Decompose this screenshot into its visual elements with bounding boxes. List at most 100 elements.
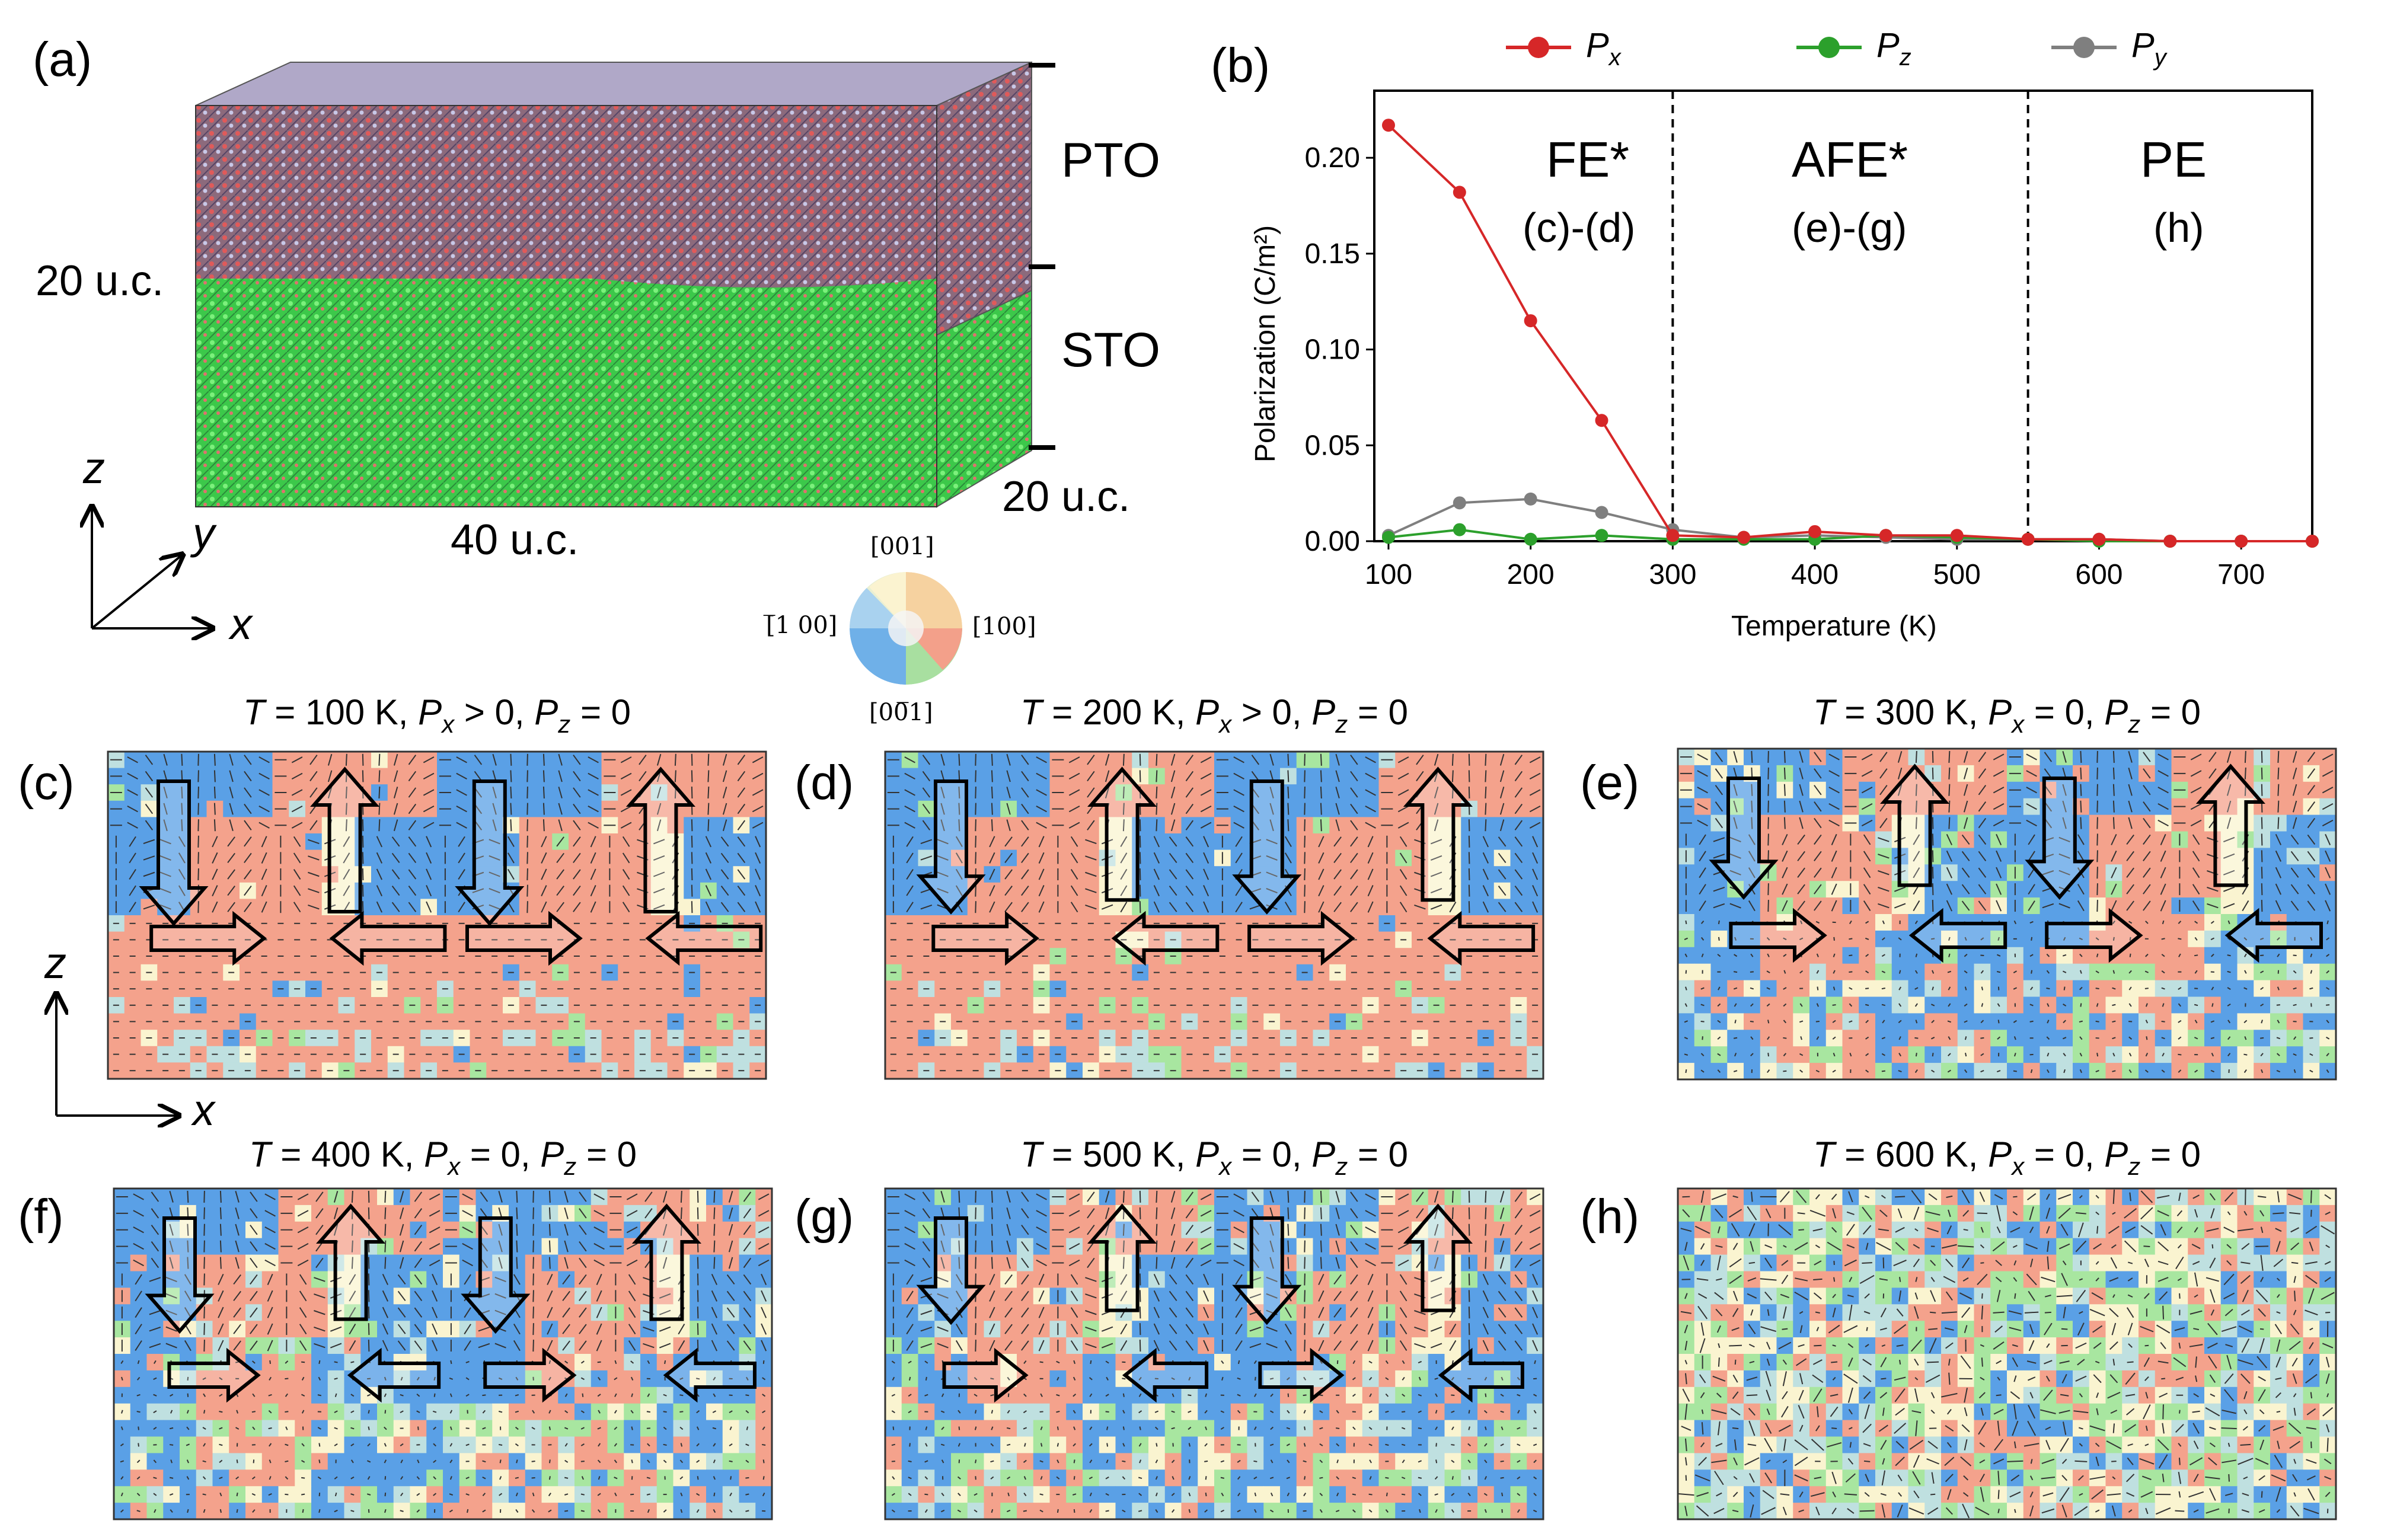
map-panel-label: (d) bbox=[794, 756, 854, 810]
map-title: T = 100 K, Px > 0, Pz = 0 bbox=[243, 692, 631, 738]
legend-marker bbox=[2073, 37, 2095, 58]
small-axis-z: z bbox=[44, 938, 66, 988]
axis-x-label: x bbox=[228, 599, 254, 648]
map-panel-4: (f) T = 400 K, Px = 0, Pz = 0 bbox=[18, 1135, 773, 1520]
point-px bbox=[1381, 119, 1395, 132]
map-domain-cells bbox=[885, 1188, 1544, 1520]
legend-marker bbox=[1818, 37, 1840, 58]
panel-b-label: (b) bbox=[1211, 39, 1270, 92]
point-px bbox=[2021, 532, 2035, 546]
map-frame bbox=[884, 1187, 1544, 1520]
polarization-maps: (c) T = 100 K, Px > 0, Pz = 0 (d) T = 200 K… bbox=[18, 692, 2337, 1520]
wheel-left-label: [̅1 00] bbox=[764, 612, 838, 639]
x-tick-label: 600 bbox=[2075, 559, 2123, 590]
map-title: T = 600 K, Px = 0, Pz = 0 bbox=[1813, 1135, 2201, 1180]
x-tick-label: 500 bbox=[1933, 559, 1981, 590]
slab-front-sto bbox=[196, 279, 937, 507]
panel-b: (b) Px Pz Py 100 200 300 400 500 600 700 0.00 0.05… bbox=[1211, 26, 2319, 642]
phase-dividers bbox=[1671, 91, 2029, 541]
point-py bbox=[1595, 506, 1608, 519]
map-domain-arrows bbox=[916, 766, 1536, 966]
point-px bbox=[1808, 525, 1822, 538]
pto-label: PTO bbox=[1061, 133, 1160, 187]
y-tick-label: 0.10 bbox=[1305, 334, 1360, 366]
x-tick-label: 100 bbox=[1365, 559, 1412, 590]
map-local-dipoles bbox=[1678, 1188, 2335, 1519]
axis-z-label: z bbox=[82, 443, 105, 493]
wheel-top-label: [001] bbox=[870, 533, 934, 560]
map-panel-label: (c) bbox=[18, 756, 75, 810]
legend-label: Px bbox=[1586, 26, 1622, 71]
map-title: T = 300 K, Px = 0, Pz = 0 bbox=[1813, 692, 2201, 738]
map-panel-2: (d) T = 200 K, Px > 0, Pz = 0 bbox=[794, 692, 1544, 1080]
legend-label: Py bbox=[2131, 26, 2168, 71]
panel-a-label: (a) bbox=[33, 33, 92, 87]
phase-afe-panels: (e)-(g) bbox=[1792, 205, 1907, 251]
map-panel-label: (h) bbox=[1580, 1190, 1639, 1244]
map-panel-label: (e) bbox=[1580, 756, 1639, 810]
series-line-px bbox=[1387, 124, 2312, 542]
map-title: T = 200 K, Px > 0, Pz = 0 bbox=[1020, 692, 1408, 738]
axes-2d: z x bbox=[44, 938, 216, 1135]
map-title: T = 500 K, Px = 0, Pz = 0 bbox=[1020, 1135, 1408, 1180]
slab-right-face-pto bbox=[936, 61, 1032, 336]
map-frame bbox=[113, 1187, 773, 1520]
point-px bbox=[2306, 535, 2319, 548]
phase-fe-panels: (c)-(d) bbox=[1523, 205, 1635, 251]
x-tick-label: 200 bbox=[1507, 559, 1555, 590]
x-axis-title: Temperature (K) bbox=[1731, 611, 1937, 642]
panel-a: (a) PTO STO 20 u.c. 20 u.c. 40 u.c. z y … bbox=[33, 33, 1160, 648]
map-panel-label: (g) bbox=[794, 1190, 854, 1244]
point-px bbox=[1737, 531, 1751, 544]
map-panel-5: (g) T = 500 K, Px = 0, Pz = 0 bbox=[794, 1135, 1544, 1520]
sto-label: STO bbox=[1061, 323, 1160, 377]
map-domain-arrows bbox=[916, 1203, 1524, 1403]
axis-y-label: y bbox=[190, 509, 217, 558]
wheel-bottom-label: [00̅1] bbox=[869, 699, 933, 726]
point-px bbox=[1524, 314, 1537, 328]
y-tick-label: 0.00 bbox=[1305, 526, 1360, 557]
map-frame bbox=[884, 750, 1544, 1080]
width-label: 40 u.c. bbox=[451, 516, 579, 564]
phase-fe-name: FE* bbox=[1546, 132, 1629, 187]
chart-legend: Px Pz Py bbox=[1506, 26, 2168, 71]
point-pz bbox=[1381, 531, 1395, 544]
y-tick-label: 0.15 bbox=[1305, 238, 1360, 270]
map-domain-cells bbox=[1678, 1188, 2337, 1520]
point-px bbox=[1453, 186, 1466, 199]
map-local-dipoles bbox=[110, 753, 764, 1072]
map-panel-1: (c) T = 100 K, Px > 0, Pz = 0 bbox=[18, 692, 767, 1080]
small-axis-x: x bbox=[191, 1085, 216, 1135]
map-panel-3: (e) T = 300 K, Px = 0, Pz = 0 bbox=[1580, 692, 2337, 1081]
point-px bbox=[2235, 535, 2248, 548]
slab-top-face bbox=[195, 62, 1032, 106]
colorwheel: [001] [100] [00̅1] [̅1 00] bbox=[764, 533, 1036, 726]
plot-frame bbox=[1373, 90, 2313, 542]
point-py bbox=[1524, 492, 1537, 506]
point-px bbox=[2092, 532, 2106, 546]
y-axis-title: Polarization (C/m²) bbox=[1250, 225, 1281, 462]
map-local-dipoles bbox=[887, 753, 1541, 1072]
point-py bbox=[1453, 496, 1466, 510]
point-px bbox=[1595, 414, 1608, 427]
x-tick-label: 700 bbox=[2217, 559, 2265, 590]
phase-pe-panels: (h) bbox=[2153, 205, 2204, 251]
phase-labels: FE* (c)-(d) AFE* (e)-(g) PE (h) bbox=[1523, 132, 2207, 251]
map-local-dipoles bbox=[887, 1190, 1541, 1513]
map-panel-label: (f) bbox=[18, 1190, 63, 1244]
x-tick-label: 400 bbox=[1791, 559, 1839, 590]
map-frame bbox=[1677, 1187, 2337, 1520]
x-tick-label: 300 bbox=[1649, 559, 1696, 590]
map-domain-arrows bbox=[1709, 763, 2323, 963]
point-px bbox=[1666, 529, 1680, 542]
chart-series bbox=[1381, 119, 2319, 548]
axes-3d: z y x bbox=[82, 443, 254, 648]
map-frame bbox=[107, 750, 767, 1080]
map-frame bbox=[1677, 747, 2337, 1081]
y-tick-label: 0.20 bbox=[1305, 142, 1360, 174]
colorwheel-disc bbox=[850, 572, 962, 685]
map-domain-arrows bbox=[145, 1203, 757, 1403]
point-px bbox=[1879, 529, 1892, 542]
chart-ticks: 100 200 300 400 500 600 700 0.00 0.05 0.10 0.15 0.2… bbox=[1305, 142, 2265, 590]
